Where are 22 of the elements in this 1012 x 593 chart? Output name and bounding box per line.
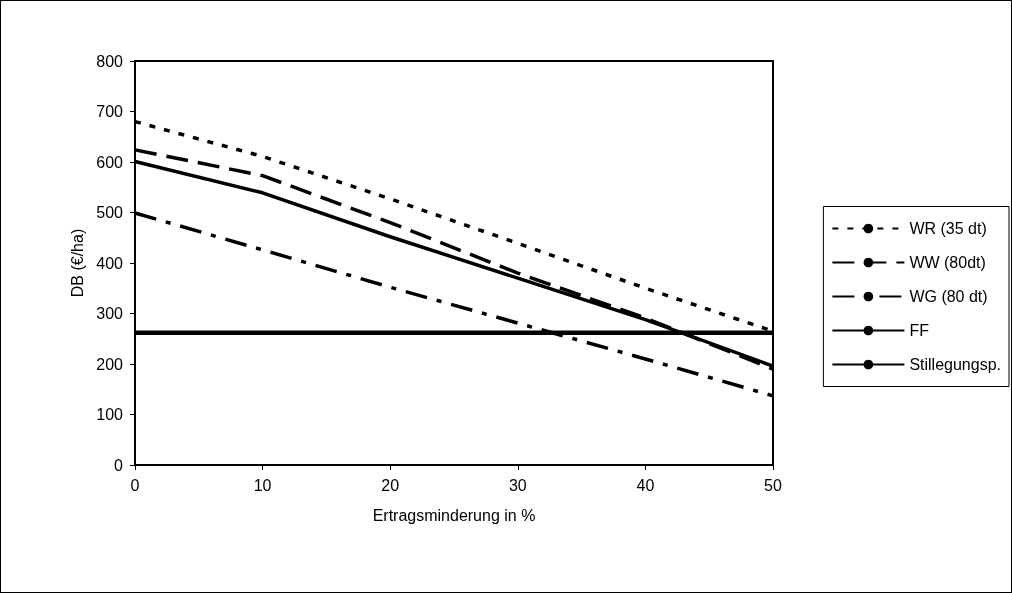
y-tick-label: 500 [96,204,124,221]
y-tick-label: 700 [96,103,124,120]
legend-label: FF [909,322,930,339]
x-tick-label: 50 [764,476,782,494]
x-tick-label: 10 [253,476,272,494]
legend-label: Stillegungsp. [909,356,1002,373]
x-tick-label: 0 [130,476,140,494]
y-tick-label: 600 [96,153,124,171]
legend-label: WW (80dt) [909,254,986,271]
y-tick-label: 100 [96,406,124,423]
x-tick-label: 40 [636,476,655,494]
legend-label: WR (35 dt) [909,220,987,237]
x-tick-label: 30 [508,476,527,494]
x-tick-label: 20 [381,476,400,494]
y-tick-label: 800 [96,52,124,70]
legend-label: WG (80 dt) [909,288,988,305]
x-axis-title: Ertragsminderung in % [372,506,536,524]
y-tick-label: 400 [96,254,124,272]
y-tick-label: 0 [114,456,124,474]
y-tick-label: 200 [96,355,124,373]
y-tick-label: 300 [96,305,124,322]
y-axis-title: DB (€/ha) [68,228,86,298]
